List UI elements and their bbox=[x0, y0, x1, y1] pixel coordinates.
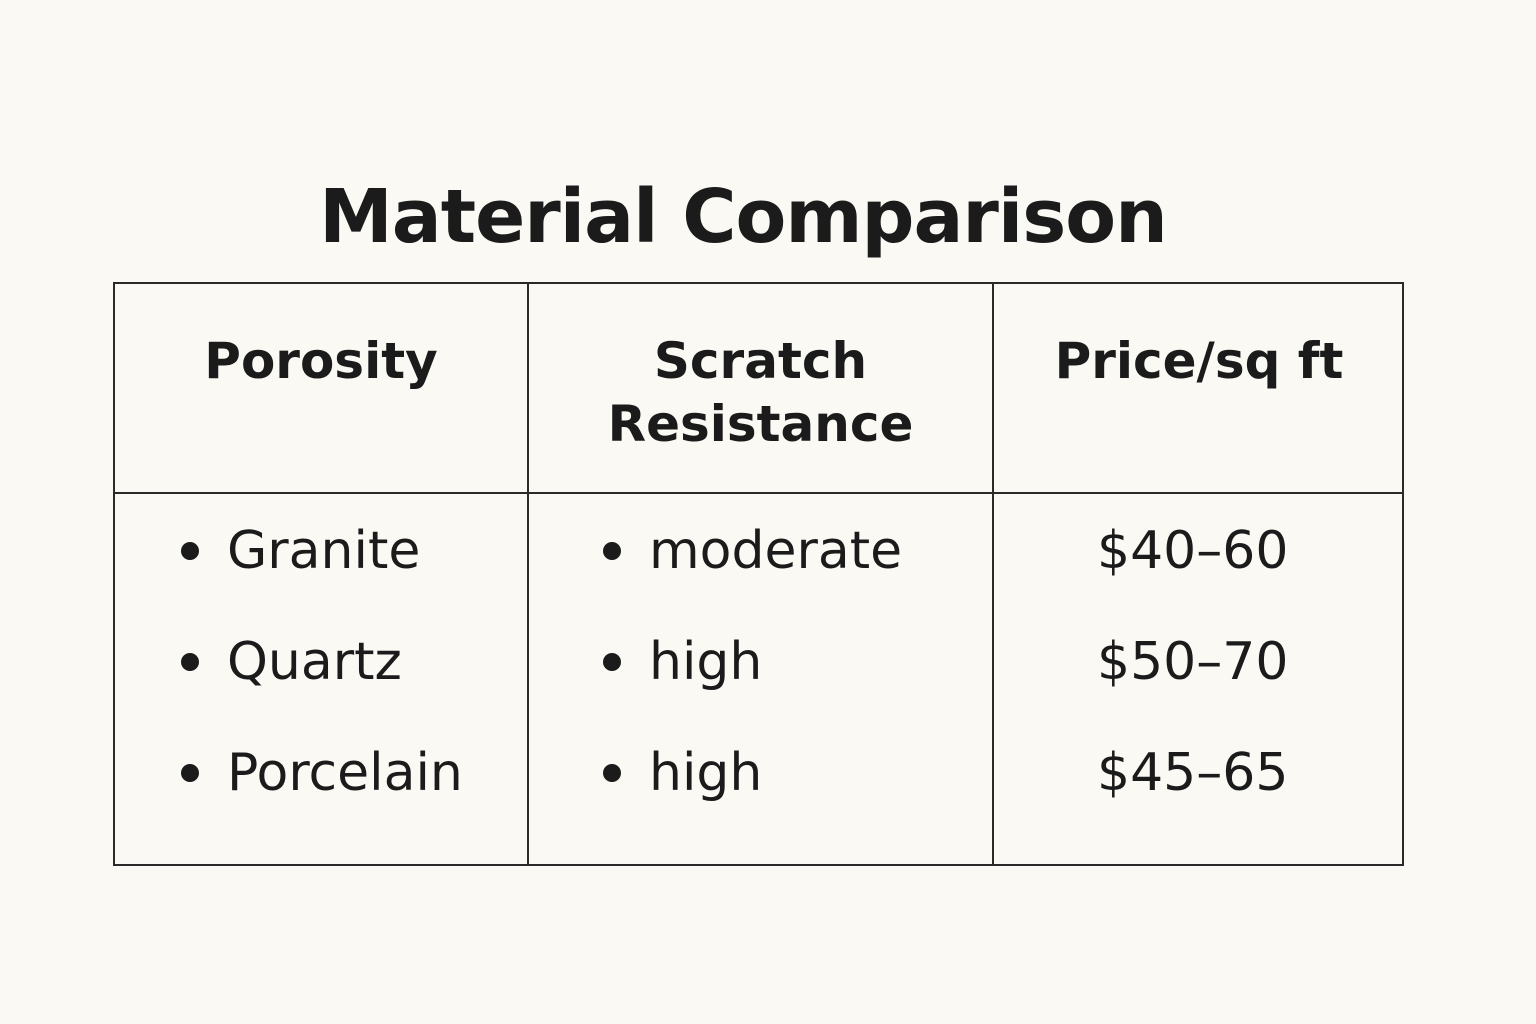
page-title: Material Comparison bbox=[319, 173, 1168, 260]
scratch-resistance-value: high bbox=[649, 743, 763, 803]
price-list: $40–60 $50–70 $45–65 bbox=[1097, 520, 1288, 853]
header-divider bbox=[115, 492, 1402, 494]
header-price: Price/sq ft bbox=[994, 284, 1404, 494]
header-scratch-label-line2: Resistance bbox=[607, 395, 914, 453]
price-value: $40–60 bbox=[1097, 521, 1289, 581]
list-item: $50–70 bbox=[1097, 631, 1288, 742]
list-item: Quartz bbox=[181, 631, 463, 742]
bullet-icon bbox=[603, 764, 621, 782]
price-value: $45–65 bbox=[1097, 743, 1289, 803]
column-divider-2 bbox=[992, 284, 994, 864]
bullet-icon bbox=[181, 764, 199, 782]
material-label: Granite bbox=[227, 521, 421, 581]
list-item: $45–65 bbox=[1097, 742, 1288, 853]
scratch-resistance-value: high bbox=[649, 632, 763, 692]
header-porosity: Porosity bbox=[115, 284, 527, 494]
bullet-icon bbox=[603, 653, 621, 671]
scratch-resistance-list: moderate high high bbox=[603, 520, 902, 853]
price-value: $50–70 bbox=[1097, 632, 1289, 692]
column-divider-1 bbox=[527, 284, 529, 864]
scratch-resistance-value: moderate bbox=[649, 521, 903, 581]
material-label: Porcelain bbox=[227, 743, 463, 803]
bullet-icon bbox=[181, 653, 199, 671]
list-item: high bbox=[603, 742, 902, 853]
list-item: moderate bbox=[603, 520, 902, 631]
list-item: Granite bbox=[181, 520, 463, 631]
comparison-table: Porosity Scratch Resistance Price/sq ft … bbox=[113, 282, 1404, 866]
list-item: $40–60 bbox=[1097, 520, 1288, 631]
bullet-icon bbox=[181, 542, 199, 560]
header-scratch-resistance: Scratch Resistance bbox=[529, 284, 992, 494]
header-scratch-label-line1: Scratch bbox=[653, 332, 868, 390]
header-price-label: Price/sq ft bbox=[1054, 332, 1344, 390]
material-label: Quartz bbox=[227, 632, 402, 692]
material-list: Granite Quartz Porcelain bbox=[181, 520, 463, 853]
list-item: Porcelain bbox=[181, 742, 463, 853]
bullet-icon bbox=[603, 542, 621, 560]
list-item: high bbox=[603, 631, 902, 742]
header-porosity-label: Porosity bbox=[204, 332, 438, 390]
